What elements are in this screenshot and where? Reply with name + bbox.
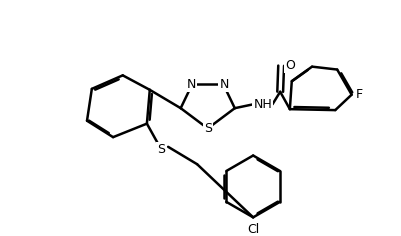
Text: F: F (356, 88, 363, 101)
Text: Cl: Cl (247, 223, 259, 236)
Text: O: O (285, 59, 295, 72)
Text: S: S (157, 143, 165, 156)
Text: S: S (204, 122, 212, 135)
Text: NH: NH (253, 98, 272, 111)
Text: N: N (219, 78, 229, 91)
Text: N: N (186, 78, 196, 91)
